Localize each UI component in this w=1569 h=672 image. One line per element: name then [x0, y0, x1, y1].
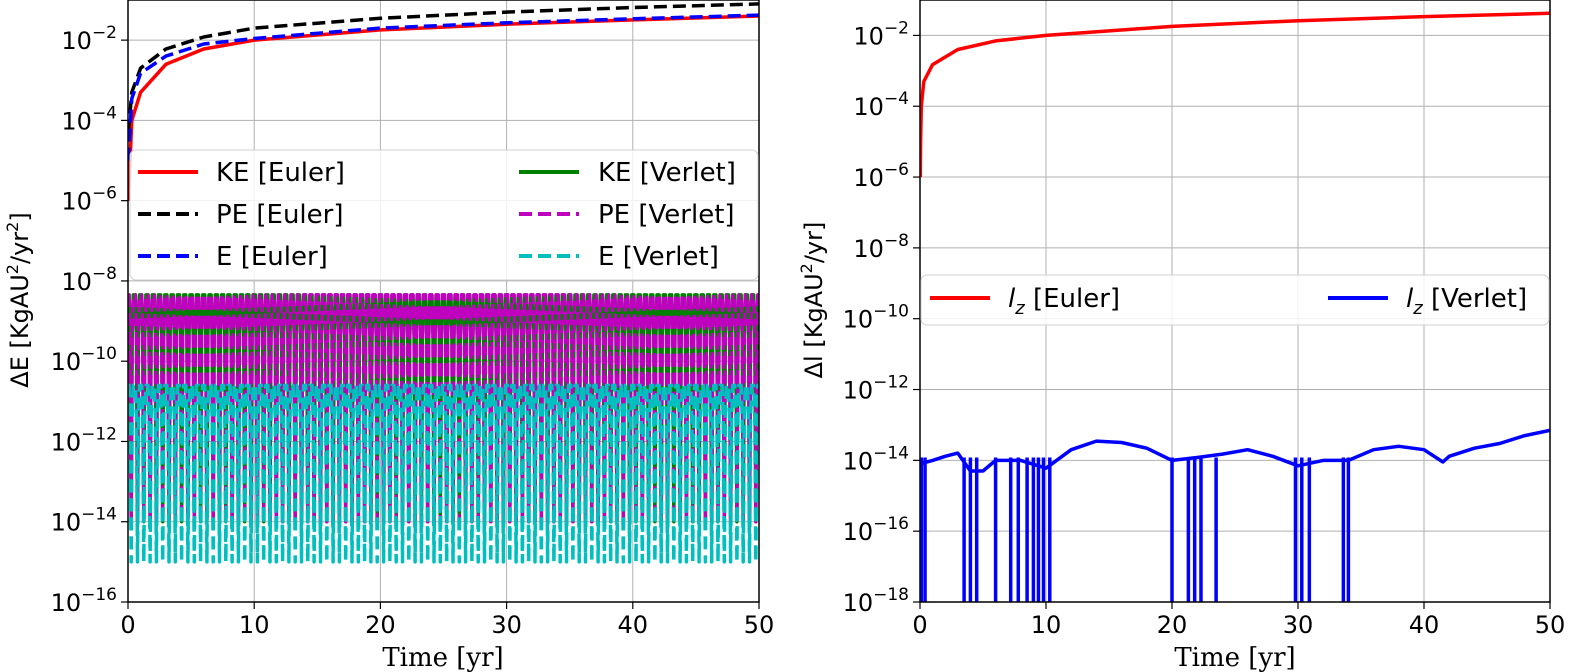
angular-legend-box	[920, 274, 1550, 326]
legend-label-e-verlet: E [Verlet]	[598, 242, 719, 272]
energy-error-chart: 0 10 20 30 40 50 10−16 10−14 10−12 10−10 10−8 10−6 1…	[3, 0, 774, 672]
x-tick-label: 0	[912, 611, 927, 639]
angular-y-axis-label-end: /yr]	[800, 222, 828, 264]
angular-axes-frame	[919, 0, 1551, 603]
energy-y-axis-label-sup1: 2	[3, 264, 22, 274]
angular-y-axis-label-sup: 2	[797, 263, 816, 273]
y-tick-label: 10−2	[61, 23, 117, 55]
y-tick-label: 10−6	[853, 160, 909, 192]
x-tick-label: 30	[491, 611, 522, 639]
series-e-verlet-line	[128, 383, 759, 564]
legend-label-lz-verlet-sub: z	[1412, 298, 1423, 319]
series-pe-verlet-line	[128, 293, 759, 524]
y-tick-label: 10−14	[51, 505, 117, 537]
y-tick-label: 10−10	[843, 302, 909, 334]
x-tick-label: 30	[1283, 611, 1314, 639]
legend-label-lz-euler-rest: [Euler]	[1025, 284, 1120, 314]
angular-momentum-error-chart: 0 10 20 30 40 50 10−18 10−16 10−14 10−12 10−10 10−8…	[797, 0, 1565, 672]
angular-legend: lz [Euler] lz [Verlet]	[920, 274, 1550, 326]
legend-label-ke-verlet: KE [Verlet]	[598, 158, 736, 188]
y-tick-label: 10−6	[61, 184, 117, 216]
y-tick-label: 10−12	[843, 373, 909, 405]
legend-label-lz-euler-sub: z	[1014, 298, 1025, 319]
legend-label-pe-verlet: PE [Verlet]	[598, 200, 735, 230]
series-pe-euler-line	[128, 2, 759, 133]
x-tick-label: 40	[618, 611, 649, 639]
x-tick-label: 20	[1157, 611, 1188, 639]
y-tick-label: 10−4	[853, 89, 909, 121]
y-tick-label: 10−8	[853, 231, 909, 263]
series-l-z-euler-line	[920, 11, 1550, 178]
y-tick-label: 10−10	[51, 344, 117, 376]
y-tick-label: 10−18	[843, 585, 909, 617]
angular-series	[920, 11, 1550, 602]
y-tick-label: 10−4	[61, 103, 117, 135]
energy-series	[128, 2, 759, 564]
angular-x-axis-label: Time [yr]	[1174, 643, 1295, 672]
legend-label-lz-verlet-rest: [Verlet]	[1423, 284, 1527, 314]
legend-label-e-euler: E [Euler]	[216, 242, 328, 272]
energy-legend: KE [Euler] PE [Euler] E [Euler] KE [Verl…	[129, 149, 759, 281]
angular-y-axis-label-main: Δl [KgAU	[800, 273, 828, 378]
angular-ticks: 0 10 20 30 40 50 10−18 10−16 10−14 10−12 10−10 10−8…	[843, 18, 1566, 639]
x-tick-label: 10	[1031, 611, 1062, 639]
energy-y-axis-label: ΔE [KgAU2/yr2]	[3, 212, 34, 387]
energy-axes-frame	[127, 0, 760, 603]
energy-y-axis-label-main: ΔE [KgAU	[6, 274, 34, 388]
x-tick-label: 40	[1409, 611, 1440, 639]
angular-y-axis-label: Δl [KgAU2/yr]	[797, 222, 828, 379]
y-tick-label: 10−8	[61, 264, 117, 296]
y-tick-label: 10−16	[843, 514, 909, 546]
legend-label-lz-verlet: lz [Verlet]	[1406, 284, 1527, 319]
energy-ticks: 0 10 20 30 40 50 10−16 10−14 10−12 10−10 10−8 10−6 1…	[51, 23, 775, 639]
legend-label-ke-euler: KE [Euler]	[216, 158, 345, 188]
x-tick-label: 20	[365, 611, 396, 639]
series-l-z-verlet-line	[920, 428, 1550, 473]
series-e-euler-line	[128, 13, 759, 161]
legend-label-lz-euler: lz [Euler]	[1008, 284, 1120, 319]
x-tick-label: 0	[120, 611, 135, 639]
energy-y-axis-label-end: ]	[6, 212, 34, 221]
x-tick-label: 50	[1535, 611, 1566, 639]
energy-y-axis-label-mid: /yr	[6, 232, 34, 264]
energy-legend-box	[129, 149, 759, 281]
legend-label-lz-euler-main: l	[1008, 284, 1016, 314]
x-tick-label: 50	[744, 611, 775, 639]
y-tick-label: 10−12	[51, 424, 117, 456]
legend-label-lz-verlet-main: l	[1406, 284, 1414, 314]
y-tick-label: 10−16	[51, 585, 117, 617]
legend-label-pe-euler: PE [Euler]	[216, 200, 343, 230]
x-tick-label: 10	[239, 611, 270, 639]
energy-y-axis-label-sup2: 2	[3, 222, 22, 232]
series-ke-verlet-line	[128, 293, 759, 524]
energy-x-axis-label: Time [yr]	[382, 643, 503, 672]
y-tick-label: 10−2	[853, 18, 909, 50]
y-tick-label: 10−14	[843, 443, 909, 475]
